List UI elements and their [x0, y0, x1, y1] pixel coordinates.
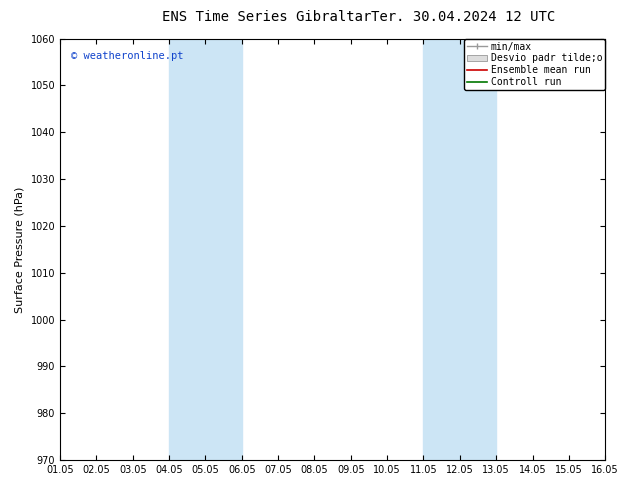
Text: ENS Time Series Gibraltar: ENS Time Series Gibraltar [162, 10, 371, 24]
Bar [424, 39, 496, 460]
Legend: min/max, Desvio padr tilde;o, Ensemble mean run, Controll run: min/max, Desvio padr tilde;o, Ensemble m… [464, 39, 605, 90]
Bar [169, 39, 242, 460]
Y-axis label: Surface Pressure (hPa): Surface Pressure (hPa) [15, 186, 25, 313]
Text: Ter. 30.04.2024 12 UTC: Ter. 30.04.2024 12 UTC [371, 10, 555, 24]
Text: © weatheronline.pt: © weatheronline.pt [71, 51, 183, 61]
